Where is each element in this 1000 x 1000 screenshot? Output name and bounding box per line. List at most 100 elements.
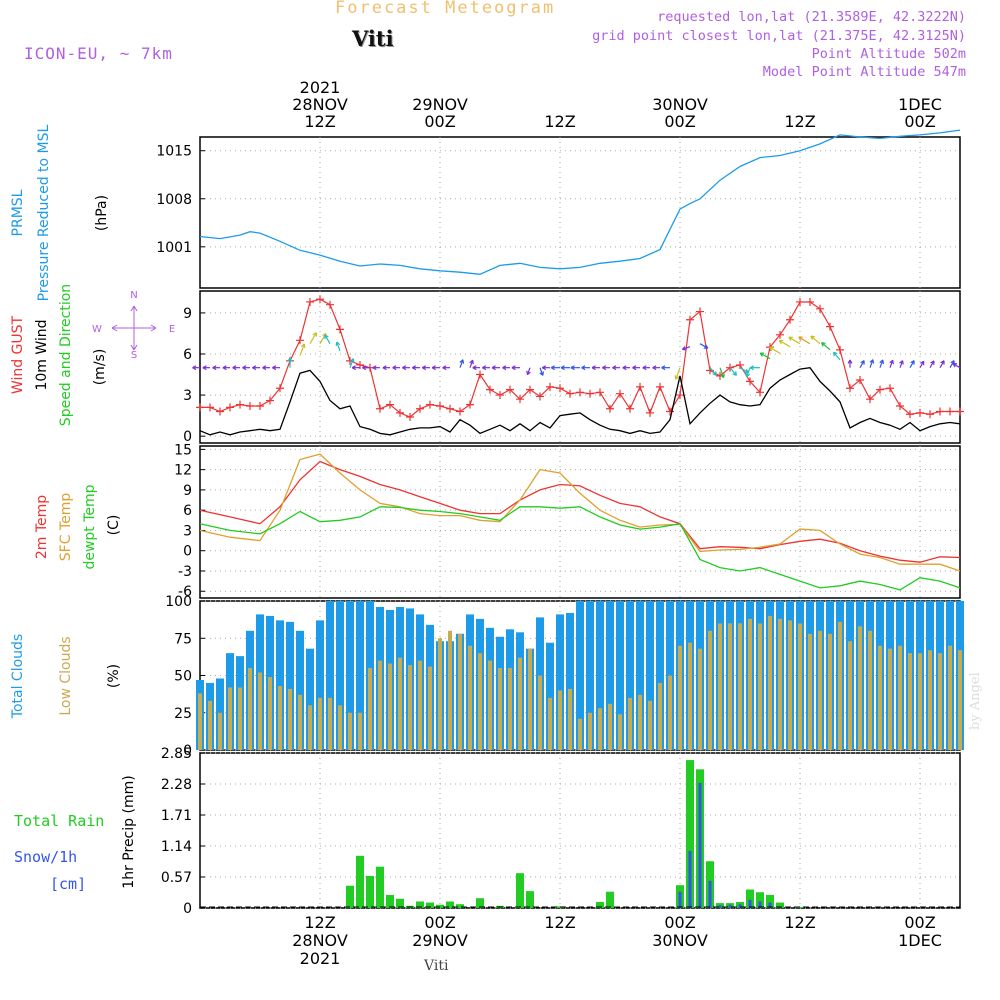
wind-arrow-head — [469, 359, 474, 365]
wind-axis-label: 10m Wind — [34, 319, 50, 390]
low-cloud-bar — [208, 700, 212, 750]
ytick-label-clouds: 100 — [165, 594, 192, 610]
wind-arrow-head — [622, 365, 627, 371]
ytick-label-clouds: 0 — [183, 743, 192, 759]
gust-point — [556, 384, 564, 393]
low-cloud-bar — [678, 645, 682, 750]
gust-point — [216, 407, 224, 416]
rain-bar — [376, 866, 384, 908]
low-cloud-bar — [688, 642, 692, 750]
wind-arrow-head — [526, 370, 531, 376]
wind-arrow-head — [262, 365, 267, 371]
bottom-axis-year: 2021 — [300, 949, 341, 968]
total-cloud-bar — [656, 601, 664, 750]
gust-point — [686, 315, 694, 324]
snow-legend-label: Snow/1h — [14, 848, 77, 866]
low-cloud-bar — [388, 663, 392, 750]
wind-direction-arrow — [821, 342, 831, 351]
gust-point — [566, 389, 574, 398]
low-cloud-bar — [928, 650, 932, 750]
wind-arrow-head — [899, 360, 904, 365]
gust-point — [696, 307, 704, 316]
low-cloud-bar — [448, 630, 452, 750]
rain-bar — [366, 875, 374, 908]
top-axis-hour: 12Z — [304, 112, 335, 131]
wind-arrow-head — [411, 365, 417, 371]
low-cloud-bar — [618, 714, 622, 750]
gust-point — [756, 388, 764, 397]
gust-point — [406, 412, 414, 421]
low-cloud-bar — [918, 653, 922, 750]
gust-point — [776, 330, 784, 339]
wind-arrow-head — [798, 336, 803, 341]
low-cloud-bar — [528, 648, 532, 750]
wind-arrow-head — [749, 365, 755, 371]
bottom-axis-hour: 00Z — [904, 913, 935, 932]
gust-point — [746, 377, 754, 386]
wind-direction-arrow — [909, 360, 915, 368]
low-cloud-bar — [258, 672, 262, 750]
ytick-label-clouds: 75 — [174, 631, 192, 647]
ytick-label-temperature: 15 — [174, 442, 192, 458]
low-cloud-bar — [288, 688, 292, 750]
wind-direction-arrow — [778, 339, 791, 348]
wind-arrow-head — [402, 365, 407, 371]
gust-point — [246, 402, 254, 411]
low-cloud-bar — [848, 641, 852, 750]
low-cloud-bar — [498, 668, 502, 750]
low-cloud-bar — [238, 687, 242, 750]
top-axis-day: 30NOV — [652, 95, 708, 114]
ytick-label-temperature: -3 — [178, 564, 192, 580]
wind-direction-arrow — [682, 346, 691, 351]
gust-point — [856, 376, 864, 385]
compass-icon — [111, 305, 157, 351]
gust-point — [376, 404, 384, 413]
bottom-axis-hour: 12Z — [784, 913, 815, 932]
wind-direction-arrow — [699, 343, 709, 349]
wind-arrow-head — [335, 341, 341, 347]
bottom-axis-hour: 00Z — [664, 913, 695, 932]
gust-point — [836, 345, 844, 354]
low-cloud-bar — [798, 623, 802, 750]
wind-direction-arrow — [949, 360, 955, 368]
wind-direction-arrow — [539, 367, 544, 376]
footer-station: Viti — [424, 958, 449, 974]
gust-point — [796, 297, 804, 306]
ytick-label-temperature: 6 — [183, 503, 192, 519]
rain-bar — [476, 898, 484, 908]
low-cloud-bar — [378, 660, 382, 750]
gust-point — [596, 388, 604, 397]
wind-line — [199, 367, 961, 436]
wind-direction-arrow — [719, 367, 725, 378]
gust-point — [296, 336, 304, 345]
wind-arrow-head — [392, 365, 397, 371]
point-altitude: Point Altitude 502m — [811, 46, 966, 62]
dewpt-line — [199, 506, 961, 591]
gust-line — [200, 298, 960, 418]
low-cloud-bar — [718, 623, 722, 750]
snow-bar — [718, 905, 722, 908]
wind-direction-arrow — [869, 359, 874, 368]
ytick-label-temperature: 3 — [183, 523, 192, 539]
gridpoint-coords: grid point closest lon,lat (21.375E, 42.… — [592, 28, 966, 44]
pressure-axis-label: PRMSL — [10, 189, 26, 236]
wind-direction-arrow — [324, 334, 331, 344]
low-cloud-bar — [438, 638, 442, 750]
rain-bar — [436, 904, 444, 908]
wind-direction-arrow — [769, 346, 781, 354]
rain-bar — [516, 873, 524, 908]
gust-point — [936, 407, 944, 416]
gust-point — [536, 392, 544, 401]
low-cloud-bar — [958, 650, 962, 750]
low-cloud-bar — [648, 700, 652, 750]
total-cloud-bar — [556, 614, 564, 750]
ytick-label-precipitation: 2.28 — [161, 777, 192, 793]
low-cloud-bar — [268, 676, 272, 750]
clouds-axis-label: (%) — [106, 664, 122, 688]
wind-arrow-head — [382, 365, 387, 371]
gust-point — [526, 385, 534, 394]
wind-arrow-head — [910, 360, 915, 365]
low-cloud-bar — [318, 697, 322, 750]
gust-point — [646, 408, 654, 417]
wind-arrow-head — [681, 346, 687, 351]
